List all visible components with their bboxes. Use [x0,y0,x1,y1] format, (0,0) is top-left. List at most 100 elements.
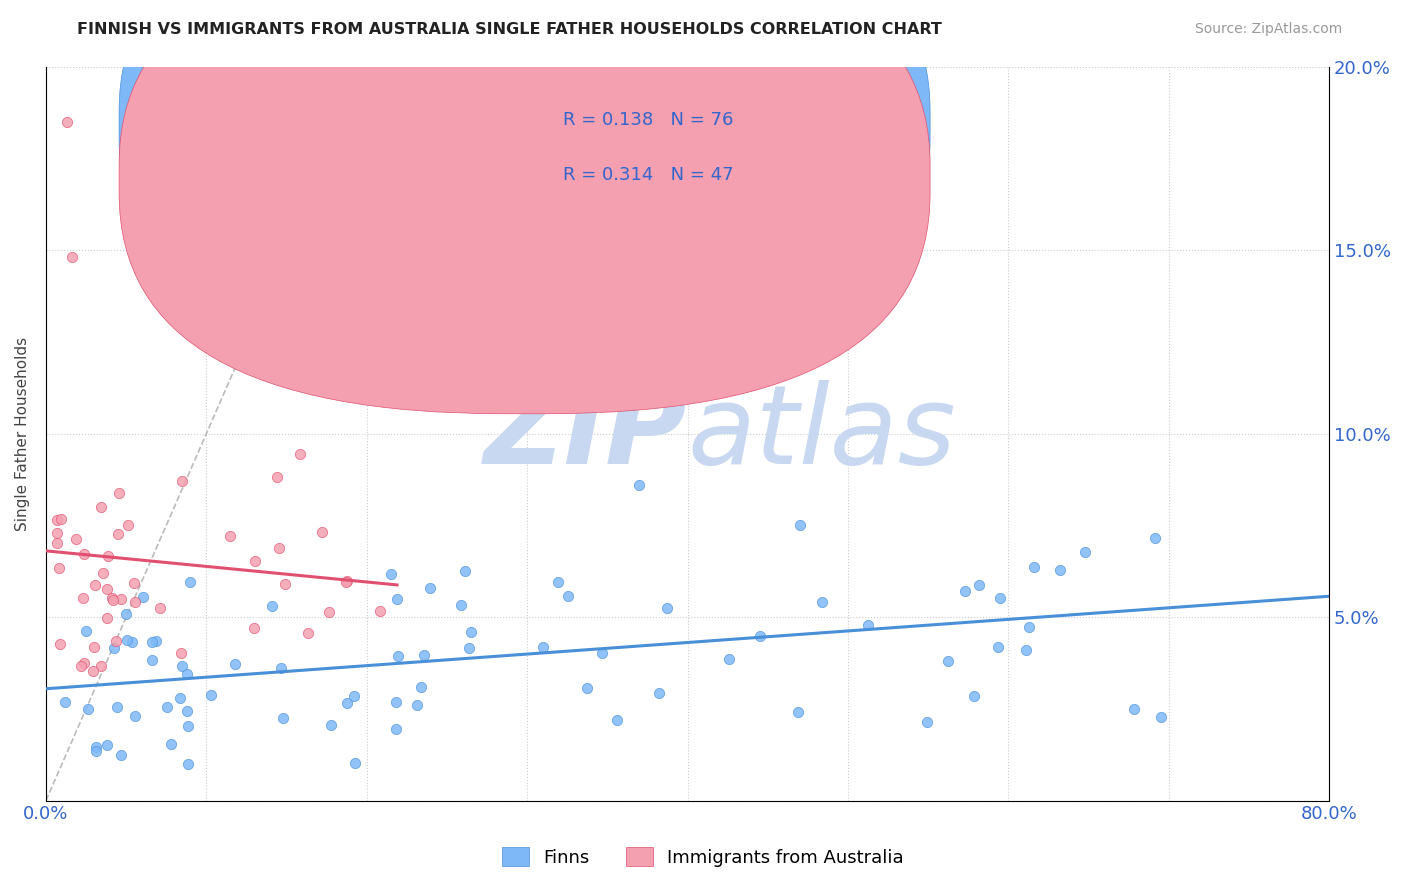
Point [270,661,292,675]
Point [46,535,69,549]
Point [224,657,246,671]
Point [121,635,143,649]
Point [75,624,97,639]
Point [160,737,183,751]
Point [45,526,67,541]
Point [110,591,132,606]
Point [84,739,107,754]
Point [141,653,163,667]
Point [70,659,93,673]
Point [384,723,406,737]
Point [104,634,127,648]
Point [83,578,105,592]
Point [169,691,191,706]
Point [336,574,359,589]
Text: Source: ZipAtlas.com: Source: ZipAtlas.com [1195,22,1343,37]
Point [915,714,938,729]
Point [200,688,222,702]
Point [84,744,107,758]
Point [591,646,613,660]
Point [124,709,146,723]
Point [1049,563,1071,577]
Point [90,659,112,673]
FancyBboxPatch shape [120,0,931,414]
Point [335,574,357,589]
Point [141,634,163,648]
Point [606,713,628,727]
Point [65,533,87,547]
Point [460,625,482,640]
Point [53,695,76,709]
Point [60,251,83,265]
Point [955,584,977,599]
Point [83,640,105,654]
Point [145,633,167,648]
Point [963,689,986,703]
Point [450,598,472,612]
Point [531,640,554,655]
Point [131,591,153,605]
Y-axis label: Single Father Households: Single Father Households [15,336,30,531]
Point [170,646,193,660]
Point [319,718,342,732]
Point [936,654,959,668]
Text: R = 0.138   N = 76: R = 0.138 N = 76 [562,112,734,129]
Point [288,448,311,462]
Point [172,658,194,673]
Point [987,640,1010,655]
Point [1123,702,1146,716]
Point [82,665,104,679]
Point [72,591,94,605]
Point [103,641,125,656]
Point [1143,532,1166,546]
Point [789,518,811,533]
Point [56,114,79,128]
Point [90,500,112,514]
Point [858,618,880,632]
Point [419,582,441,596]
Point [46,513,69,527]
Point [409,681,432,695]
Legend: Finns, Immigrants from Australia: Finns, Immigrants from Australia [495,840,911,874]
Point [311,524,333,539]
Point [73,547,96,561]
Point [1022,559,1045,574]
Point [810,595,832,609]
Text: R = 0.314   N = 47: R = 0.314 N = 47 [562,166,734,184]
Point [176,704,198,718]
Point [648,686,671,700]
Point [49,637,72,651]
Point [387,591,409,606]
Point [176,719,198,733]
Text: FINNISH VS IMMIGRANTS FROM AUSTRALIA SINGLE FATHER HOUSEHOLDS CORRELATION CHART: FINNISH VS IMMIGRANTS FROM AUSTRALIA SIN… [77,22,942,37]
Point [628,478,651,492]
Point [101,592,124,607]
Point [717,652,740,666]
Point [380,566,402,581]
Point [73,657,96,671]
Point [266,469,288,483]
Point [343,690,366,704]
Text: atlas: atlas [688,380,956,487]
Point [76,702,98,716]
Point [124,595,146,609]
Point [96,739,118,753]
Point [786,705,808,719]
Point [344,756,367,771]
Point [176,667,198,681]
Point [48,561,70,575]
Point [242,621,264,635]
Point [262,599,284,614]
Point [172,474,194,488]
Point [91,566,114,580]
Point [274,576,297,591]
Point [453,564,475,578]
Point [177,756,200,771]
Point [96,582,118,596]
Point [105,700,128,714]
Point [988,591,1011,606]
Point [101,591,124,606]
Point [107,527,129,541]
Point [271,711,294,725]
Point [387,649,409,664]
